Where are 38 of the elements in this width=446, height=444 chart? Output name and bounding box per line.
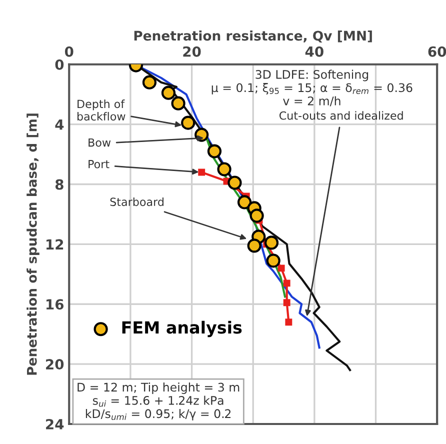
y-tick-label: 4 [55,119,64,130]
x-tick-label: 20 [183,46,201,57]
point [181,116,196,130]
annotation: Bow [88,138,111,147]
point [142,75,157,90]
point [278,264,285,272]
annotation: D = 12 m; Tip height = 3 m s$_{ui}$ = 15.6 + 1.24z kPa kD/s$_{umi}$ = 0.95; k/γ = 0.2 [78,382,240,420]
annotation: Depth of backflow [78,100,126,121]
y-axis-title: Penetration of spudcan base, d [m] [26,114,40,375]
y-tick-label: 20 [46,359,64,370]
point [266,254,280,268]
y-tick-label: 12 [46,239,64,250]
point [161,86,176,100]
y-tick-label: 0 [55,59,64,70]
point [285,318,292,326]
x-tick-label: 0 [64,46,74,57]
y-tick-label: 16 [46,299,64,310]
annotation: Port [88,160,110,168]
point [171,96,186,110]
y-tick-label: 24 [46,418,64,430]
point [207,144,222,158]
point [283,280,290,287]
point [198,168,206,176]
point [237,195,252,210]
x-tick-label: 60 [428,46,446,57]
annotation: Cut-outs and idealized [279,111,403,120]
legend-label: FEM analysis [122,320,242,338]
point [250,208,264,223]
point [283,299,290,306]
point [264,236,279,250]
x-axis-title: Penetration resistance, Qv [MN] [134,30,372,42]
text: 3D LDFE: Softening μ = 0.1; ξ$_{95}$ = 15; α = δ$_{rem}$ = 0.36 v = 2 m/h [212,70,412,106]
point [247,238,262,253]
point [217,162,232,176]
point [228,176,242,190]
annotation: Starboard [110,197,164,206]
x-tick-label: 40 [305,46,324,57]
y-tick-label: 8 [55,179,64,190]
